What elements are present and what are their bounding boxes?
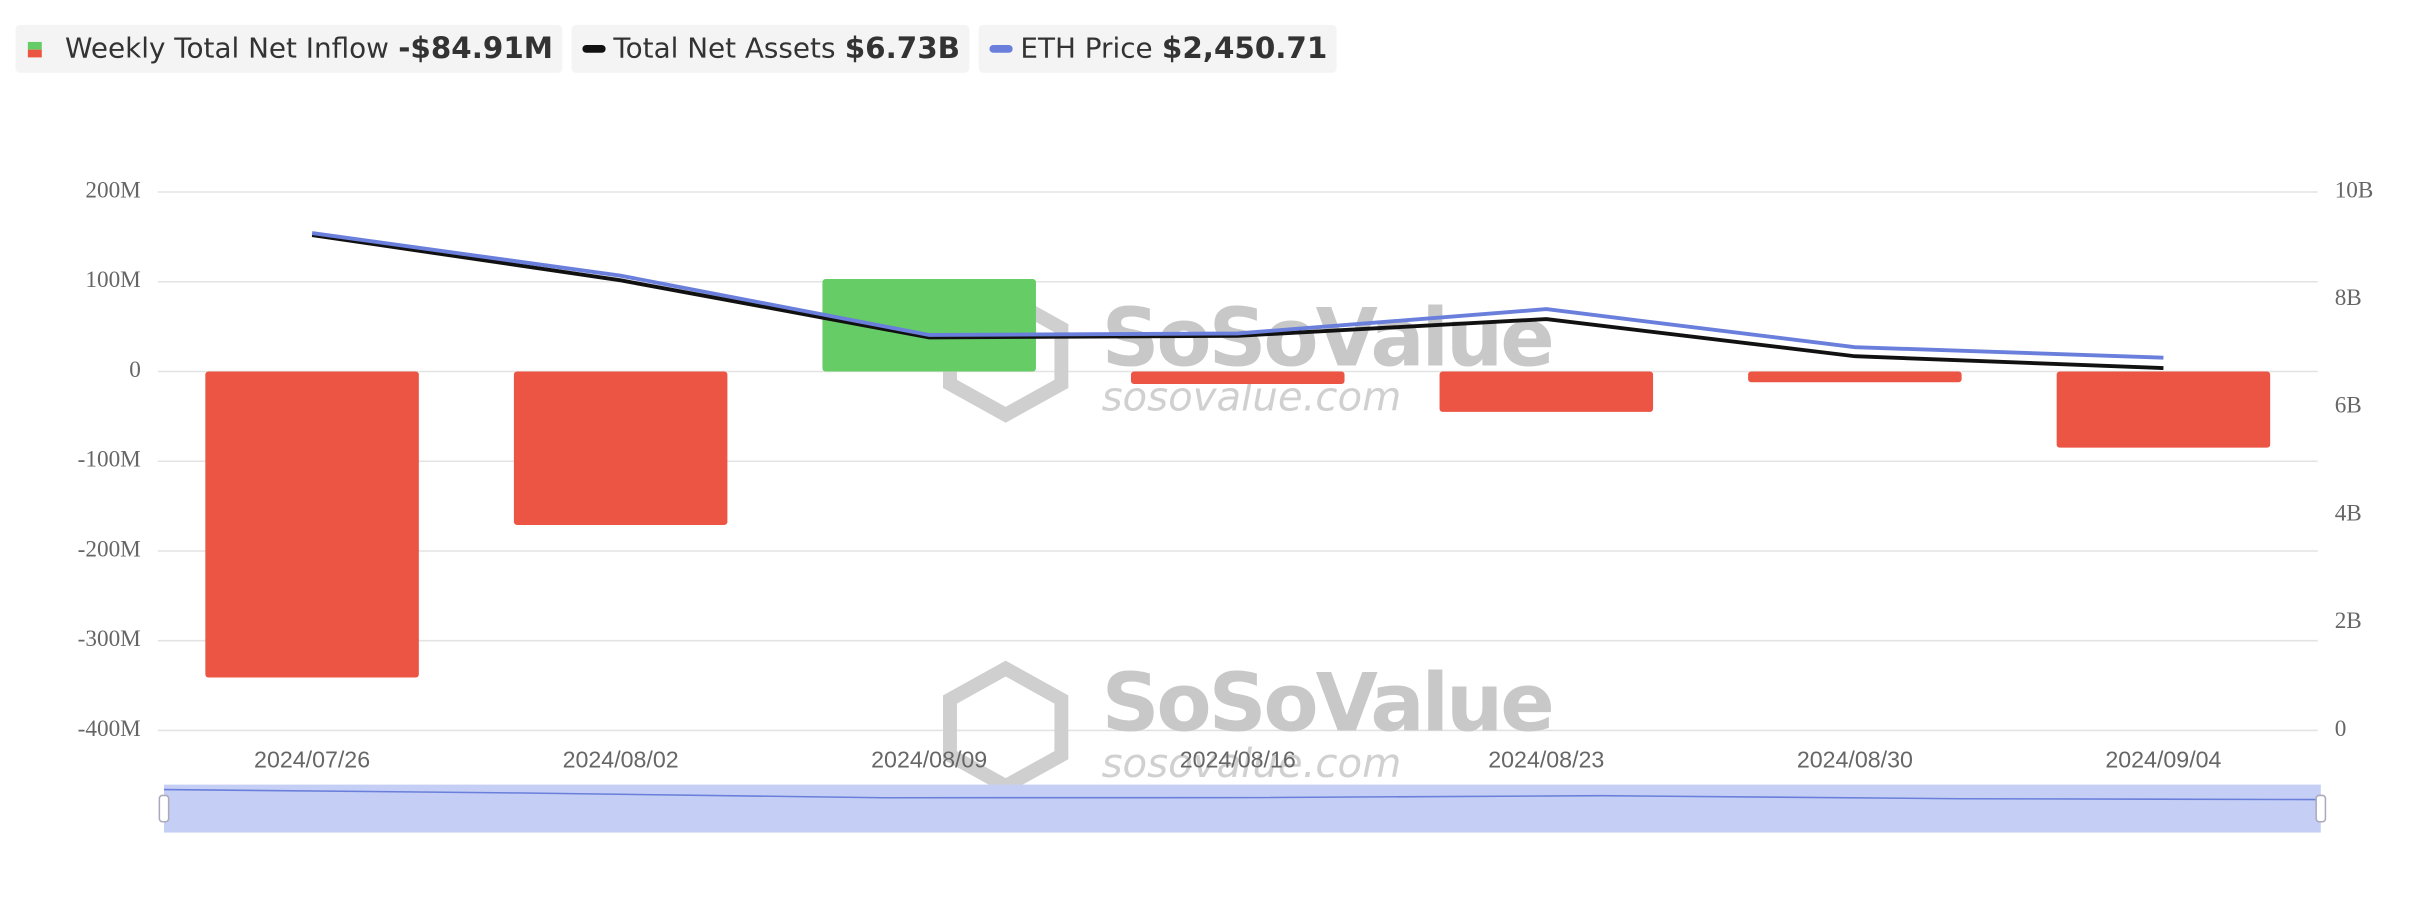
bar [2056, 371, 2271, 448]
legend-bg [978, 24, 1337, 73]
y2-tick-label: 8B [2335, 285, 2362, 311]
x-tick-label: 2024/08/16 [1180, 747, 1296, 773]
legend-item: ETH Price $2,450.71 [978, 24, 1337, 73]
line [311, 233, 2164, 371]
legend-item: Total Net Assets $6.73B [571, 24, 970, 73]
legend-swatch [27, 49, 42, 58]
legend-swatch [27, 41, 42, 50]
y2-tick-label: 6B [2335, 393, 2362, 419]
x-tick-label: 2024/09/04 [2105, 747, 2221, 773]
line [311, 231, 2164, 360]
y-tick-label: 0 [129, 357, 141, 383]
legend-label: ETH Price [1020, 32, 1152, 65]
watermark-brand: SoSoValue [1102, 656, 1552, 750]
x-tick-label: 2024/07/26 [254, 747, 370, 773]
y-tick-label: 200M [85, 177, 140, 203]
bar [822, 279, 1036, 372]
watermark-site: sosovalue.com [1102, 741, 1402, 787]
legend-value: -$84.91M [398, 31, 553, 65]
x-tick-label: 2024/08/23 [1488, 747, 1604, 773]
legend-label: Weekly Total Net Inflow [65, 32, 389, 65]
y-tick-label: 100M [85, 267, 140, 293]
legend-swatch [582, 45, 606, 53]
x-tick-label: 2024/08/30 [1797, 747, 1913, 773]
x-tick-label: 2024/08/02 [563, 747, 679, 773]
legend-bg [15, 24, 563, 73]
navigator-line [163, 788, 2321, 801]
bar [1130, 371, 1345, 385]
y-tick-label: -100M [78, 447, 141, 473]
navigator-handle [2315, 794, 2327, 823]
navigator-handle [158, 794, 170, 823]
legend-item: Weekly Total Net Inflow -$84.91M [15, 24, 563, 73]
y2-tick-label: 10B [2335, 177, 2374, 203]
legend-swatch [989, 45, 1013, 53]
bar [1439, 371, 1654, 412]
x-tick-label: 2024/08/09 [871, 747, 987, 773]
y2-tick-label: 2B [2335, 608, 2362, 634]
y-tick-label: -300M [78, 626, 141, 652]
bar [513, 371, 728, 525]
y2-tick-label: 4B [2335, 500, 2362, 526]
y-tick-label: -400M [78, 716, 141, 742]
y2-tick-label: 0 [2335, 716, 2347, 742]
y-tick-label: -200M [78, 536, 141, 562]
legend-bg [571, 24, 970, 73]
legend-label: Total Net Assets [612, 32, 835, 65]
bar [205, 371, 419, 678]
legend-value: $2,450.71 [1162, 31, 1327, 65]
legend-value: $6.73B [845, 31, 960, 65]
bar [1748, 371, 1962, 383]
navigator-bg [164, 784, 2321, 833]
